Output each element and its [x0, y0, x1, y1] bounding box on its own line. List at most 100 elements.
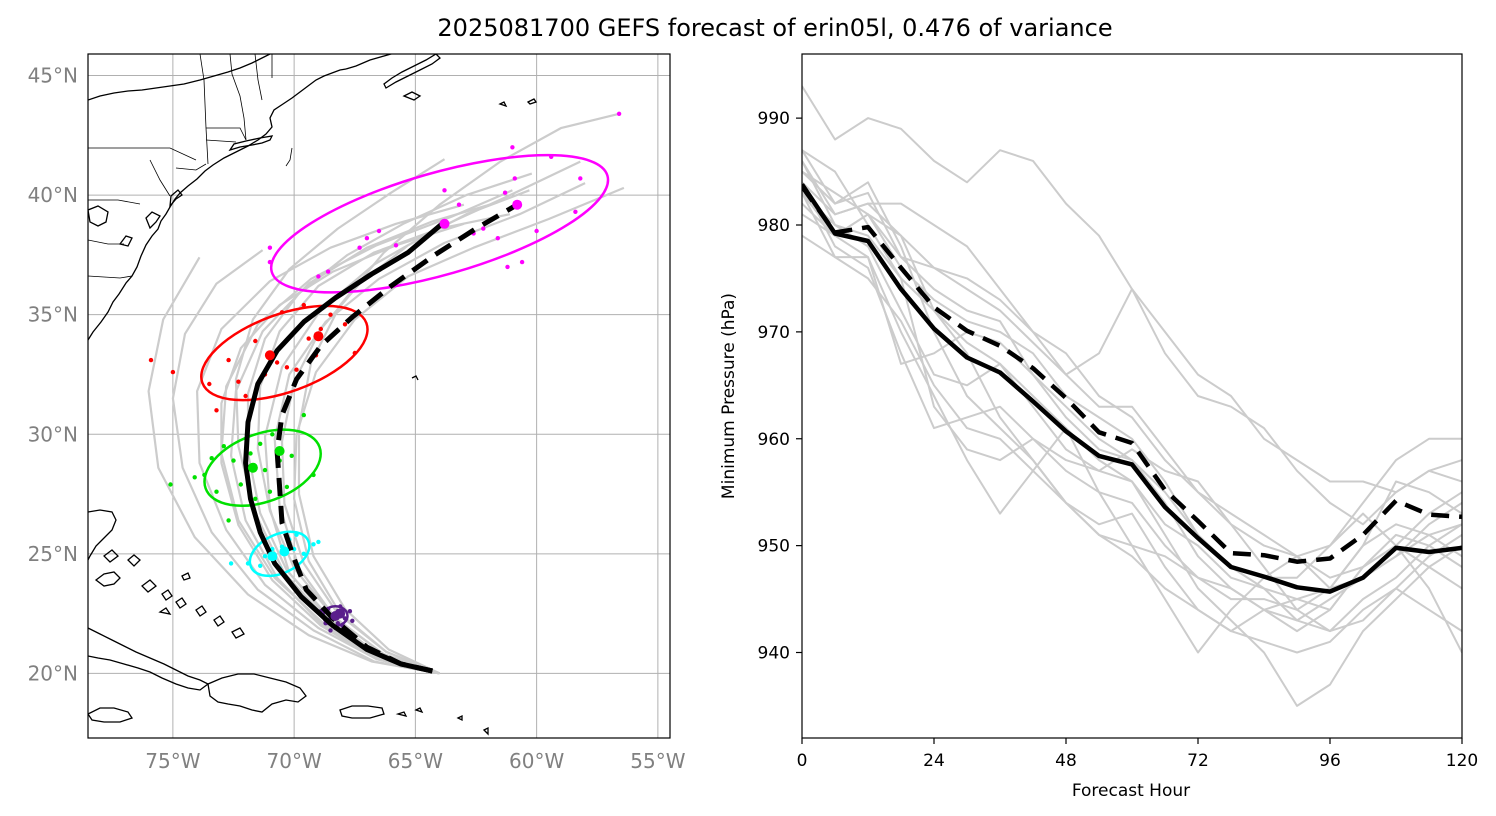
- ensemble-track: [196, 203, 465, 675]
- map-x-tick-label: 55°W: [630, 749, 685, 773]
- map-x-tick-label: 65°W: [388, 749, 443, 773]
- ensemble-point: [243, 393, 248, 399]
- pressure-y-tick-label: 980: [758, 216, 790, 236]
- pressure-ensemble-line: [802, 234, 1462, 654]
- ensemble-point: [226, 357, 231, 363]
- ensemble-point: [573, 209, 578, 214]
- ensemble-point: [258, 563, 263, 568]
- pressure-x-label: Forecast Hour: [1072, 781, 1190, 801]
- ensemble-point: [318, 326, 323, 332]
- map-coastlines: [88, 54, 538, 736]
- uncertainty-ellipse: [269, 153, 610, 294]
- mean-marker-dashed: [279, 546, 290, 557]
- ensemble-track: [273, 182, 586, 675]
- pressure-ensemble-line: [802, 160, 1462, 707]
- ensemble-point: [578, 176, 583, 181]
- ensemble-point: [519, 259, 525, 265]
- pressure-mean-solid: [802, 183, 1462, 594]
- mean-marker-solid: [439, 218, 450, 229]
- ensemble-point: [316, 274, 321, 279]
- map-x-tick-label: 75°W: [145, 749, 200, 773]
- pressure-ensemble-line: [802, 149, 1462, 633]
- pressure-ensemble-line: [802, 192, 1462, 633]
- track-map-panel: 75°W 70°W 65°W 60°W 55°W 20°N 25°N 30°N 35°N 40°…: [28, 53, 686, 773]
- pressure-x-tick-label: 96: [1319, 751, 1341, 771]
- mean-track-solid: [243, 221, 444, 674]
- pressure-x-tick-label: 48: [1055, 751, 1077, 771]
- ensemble-point: [209, 456, 214, 461]
- ensemble-point: [325, 269, 331, 274]
- ensemble-track: [256, 213, 511, 675]
- ensemble-point: [248, 451, 253, 456]
- map-y-tick-label: 40°N: [28, 183, 78, 207]
- ensemble-point: [505, 264, 510, 270]
- ensemble-point: [267, 489, 273, 494]
- map-plot-area: [147, 111, 625, 675]
- pressure-ensemble-line: [802, 213, 1462, 611]
- mean-marker-dashed: [274, 446, 285, 456]
- ensemble-point: [376, 228, 382, 234]
- map-y-tick-label: 45°N: [28, 64, 78, 88]
- pressure-x-tick-label: 120: [1446, 751, 1478, 771]
- ensemble-track: [171, 249, 440, 675]
- ensemble-point: [393, 243, 399, 248]
- mean-marker-dashed: [512, 199, 523, 210]
- ensemble-point: [262, 554, 268, 559]
- ensemble-point: [289, 453, 294, 458]
- ensemble-point: [294, 367, 299, 372]
- ensemble-point: [456, 202, 462, 207]
- pressure-y-tick-label: 950: [758, 537, 790, 557]
- pressure-x-tick-label: 0: [797, 751, 808, 771]
- map-gridlines: [88, 54, 670, 738]
- mean-marker-dashed: [335, 608, 346, 619]
- map-x-tick-label: 70°W: [267, 749, 322, 773]
- pressure-mean-dashed: [802, 185, 1462, 564]
- pressure-ensemble-line: [802, 192, 1462, 633]
- pressure-ensemble-line: [802, 181, 1462, 579]
- pressure-y-label: Minimum Pressure (hPa): [719, 293, 739, 499]
- ensemble-track: [280, 189, 530, 675]
- uncertainty-ellipse: [248, 530, 311, 578]
- mean-marker-solid: [247, 462, 258, 473]
- map-y-tick-labels: 20°N 25°N 30°N 35°N 40°N 45°N: [28, 64, 78, 686]
- uncertainty-ellipse: [200, 304, 369, 402]
- mean-marker-solid: [267, 551, 278, 562]
- ensemble-point: [284, 365, 290, 370]
- pressure-ensemble-lines: [802, 85, 1462, 707]
- pressure-ensemble-line: [802, 160, 1462, 526]
- pressure-ensemble-line: [802, 170, 1462, 579]
- ensemble-tracks: [147, 112, 625, 675]
- ensemble-point: [442, 188, 447, 193]
- ensemble-point: [616, 111, 622, 117]
- map-y-tick-label: 35°N: [28, 303, 78, 327]
- ensemble-point: [238, 482, 243, 487]
- ensemble-point: [357, 245, 362, 250]
- ensemble-point: [364, 236, 370, 241]
- ensemble-point: [192, 475, 197, 480]
- ensemble-point: [267, 245, 273, 250]
- uncertainty-ellipse: [203, 428, 322, 507]
- ensemble-point: [274, 360, 280, 365]
- ensemble-track: [293, 186, 625, 675]
- pressure-plot-area: [802, 85, 1462, 707]
- ensemble-point: [207, 381, 212, 387]
- ensemble-point: [301, 551, 306, 556]
- ensemble-point: [350, 618, 355, 623]
- pressure-ensemble-line: [802, 192, 1462, 633]
- mean-marker-solid: [264, 350, 275, 361]
- map-x-tick-labels: 75°W 70°W 65°W 60°W 55°W: [145, 749, 685, 773]
- pressure-x-ticks: 0 24 48 72 96 120: [797, 738, 1478, 771]
- figure-title: 2025081700 GEFS forecast of erin05l, 0.4…: [437, 14, 1112, 42]
- ensemble-point: [214, 408, 219, 413]
- ensemble-point: [226, 518, 231, 523]
- ensemble-point: [481, 226, 486, 231]
- ensemble-points: [148, 111, 622, 633]
- ensemble-point: [284, 484, 290, 490]
- pressure-panel: 0 24 48 72 96 120 940 950 960 970 980 990 Forecast…: [719, 53, 1478, 801]
- pressure-y-tick-label: 970: [758, 323, 790, 343]
- ensemble-point: [253, 338, 258, 344]
- pressure-ensemble-line: [802, 170, 1462, 590]
- mean-marker-dashed: [313, 331, 324, 342]
- ensemble-point: [495, 236, 500, 241]
